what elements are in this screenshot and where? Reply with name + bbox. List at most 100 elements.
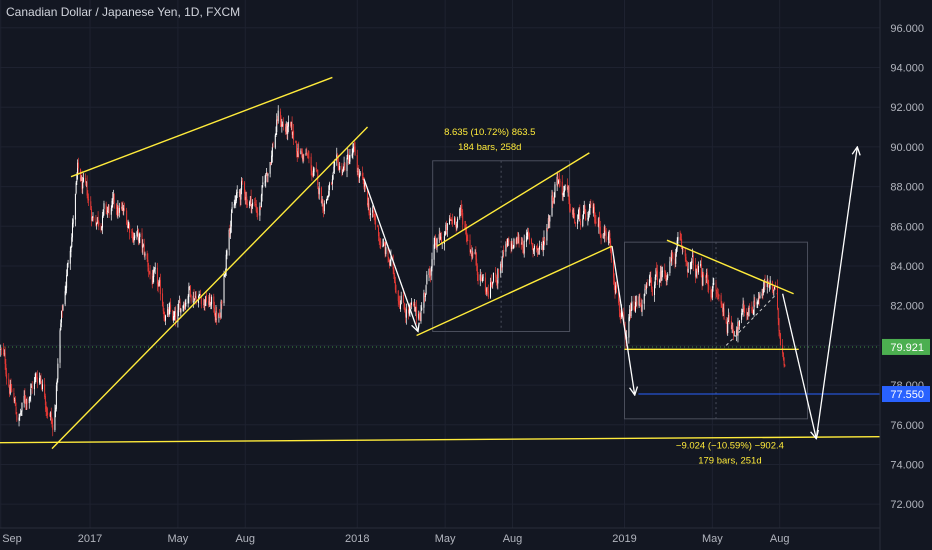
candle-body — [326, 198, 328, 204]
candle-body — [402, 294, 404, 303]
candle-body — [368, 203, 370, 214]
candle-body — [255, 203, 257, 205]
candle-body — [610, 250, 612, 261]
candle-body — [563, 185, 565, 192]
candle-body — [85, 181, 87, 183]
candle-body — [592, 204, 594, 214]
candle-body — [86, 182, 88, 196]
candle-body — [200, 296, 202, 305]
candle-body — [476, 258, 478, 266]
candle-body — [16, 414, 18, 421]
candle-body — [211, 296, 213, 304]
candle-body — [536, 248, 538, 251]
candle-body — [338, 168, 340, 170]
candle-body — [214, 316, 216, 321]
candle-body — [487, 291, 489, 298]
candle-body — [323, 203, 325, 212]
candle-body — [134, 235, 136, 238]
candle-body — [533, 248, 535, 252]
candle-body — [225, 254, 227, 272]
candle-body — [328, 183, 330, 191]
candle-body — [204, 300, 206, 306]
candle-body — [0, 348, 2, 350]
candle-body — [553, 197, 555, 204]
candle-body — [733, 335, 735, 336]
candle-body — [282, 123, 284, 127]
candle-body — [221, 300, 223, 305]
candle-body — [594, 219, 596, 223]
candle-body — [675, 247, 677, 254]
candle-body — [722, 307, 724, 312]
candle-body — [62, 305, 64, 311]
candle-body — [666, 278, 668, 282]
candle-body — [438, 234, 440, 240]
candle-body — [517, 237, 519, 244]
candle-body — [295, 140, 297, 143]
candle-body — [30, 388, 32, 396]
candle-body — [223, 274, 225, 304]
candle-body — [424, 294, 426, 296]
candle-body — [136, 232, 138, 236]
candle-body — [69, 250, 71, 264]
candle-body — [126, 224, 128, 227]
candle-body — [389, 260, 391, 266]
candle-body — [128, 224, 130, 227]
candle-body — [539, 245, 541, 250]
candle-body — [187, 296, 189, 304]
candle-body — [500, 263, 502, 268]
candle-body — [285, 126, 287, 133]
candle-body — [613, 277, 615, 286]
candle-body — [195, 296, 197, 304]
candle-body — [67, 263, 69, 265]
price-axis-label: 72.000 — [890, 499, 924, 511]
candle-body — [528, 231, 530, 233]
candle-body — [121, 206, 123, 210]
candle-body — [598, 217, 600, 228]
candle-body — [59, 330, 61, 363]
candle-body — [690, 262, 692, 264]
candle-body — [459, 207, 461, 210]
candle-body — [142, 245, 144, 248]
candle-body — [189, 286, 191, 288]
candle-body — [162, 293, 164, 307]
candle-body — [41, 381, 43, 390]
candle-body — [700, 264, 702, 266]
candle-body — [173, 316, 175, 317]
candle-body — [334, 161, 336, 168]
candle-body — [605, 231, 607, 241]
candle-body — [346, 157, 348, 171]
price-badge — [882, 338, 930, 355]
candle-body — [151, 273, 153, 285]
candle-body — [470, 250, 472, 257]
candle-body — [440, 236, 442, 240]
candle-body — [543, 237, 545, 245]
candle-body — [682, 248, 684, 251]
candle-body — [271, 155, 273, 164]
candle-body — [115, 203, 117, 209]
candle-body — [746, 311, 748, 316]
candle-body — [672, 253, 674, 260]
candle-body — [147, 259, 149, 267]
candle-body — [522, 246, 524, 253]
candle-body — [393, 269, 395, 274]
candle-body — [648, 279, 650, 286]
candle-body — [774, 286, 776, 290]
candle-body — [608, 233, 610, 237]
candle-body — [520, 243, 522, 245]
candle-body — [650, 277, 652, 280]
candle-body — [582, 218, 584, 227]
candle-body — [367, 189, 369, 206]
candle-body — [189, 285, 191, 296]
candle-body — [286, 124, 288, 133]
candle-body — [224, 271, 226, 276]
candle-body — [656, 270, 658, 282]
candle-body — [451, 218, 453, 221]
price-axis-label: 86.000 — [890, 221, 924, 233]
time-axis-label: Sep — [2, 533, 22, 545]
candle-body — [9, 385, 11, 394]
candle-body — [515, 238, 517, 244]
candle-body — [75, 182, 77, 194]
candle-body — [779, 329, 781, 335]
